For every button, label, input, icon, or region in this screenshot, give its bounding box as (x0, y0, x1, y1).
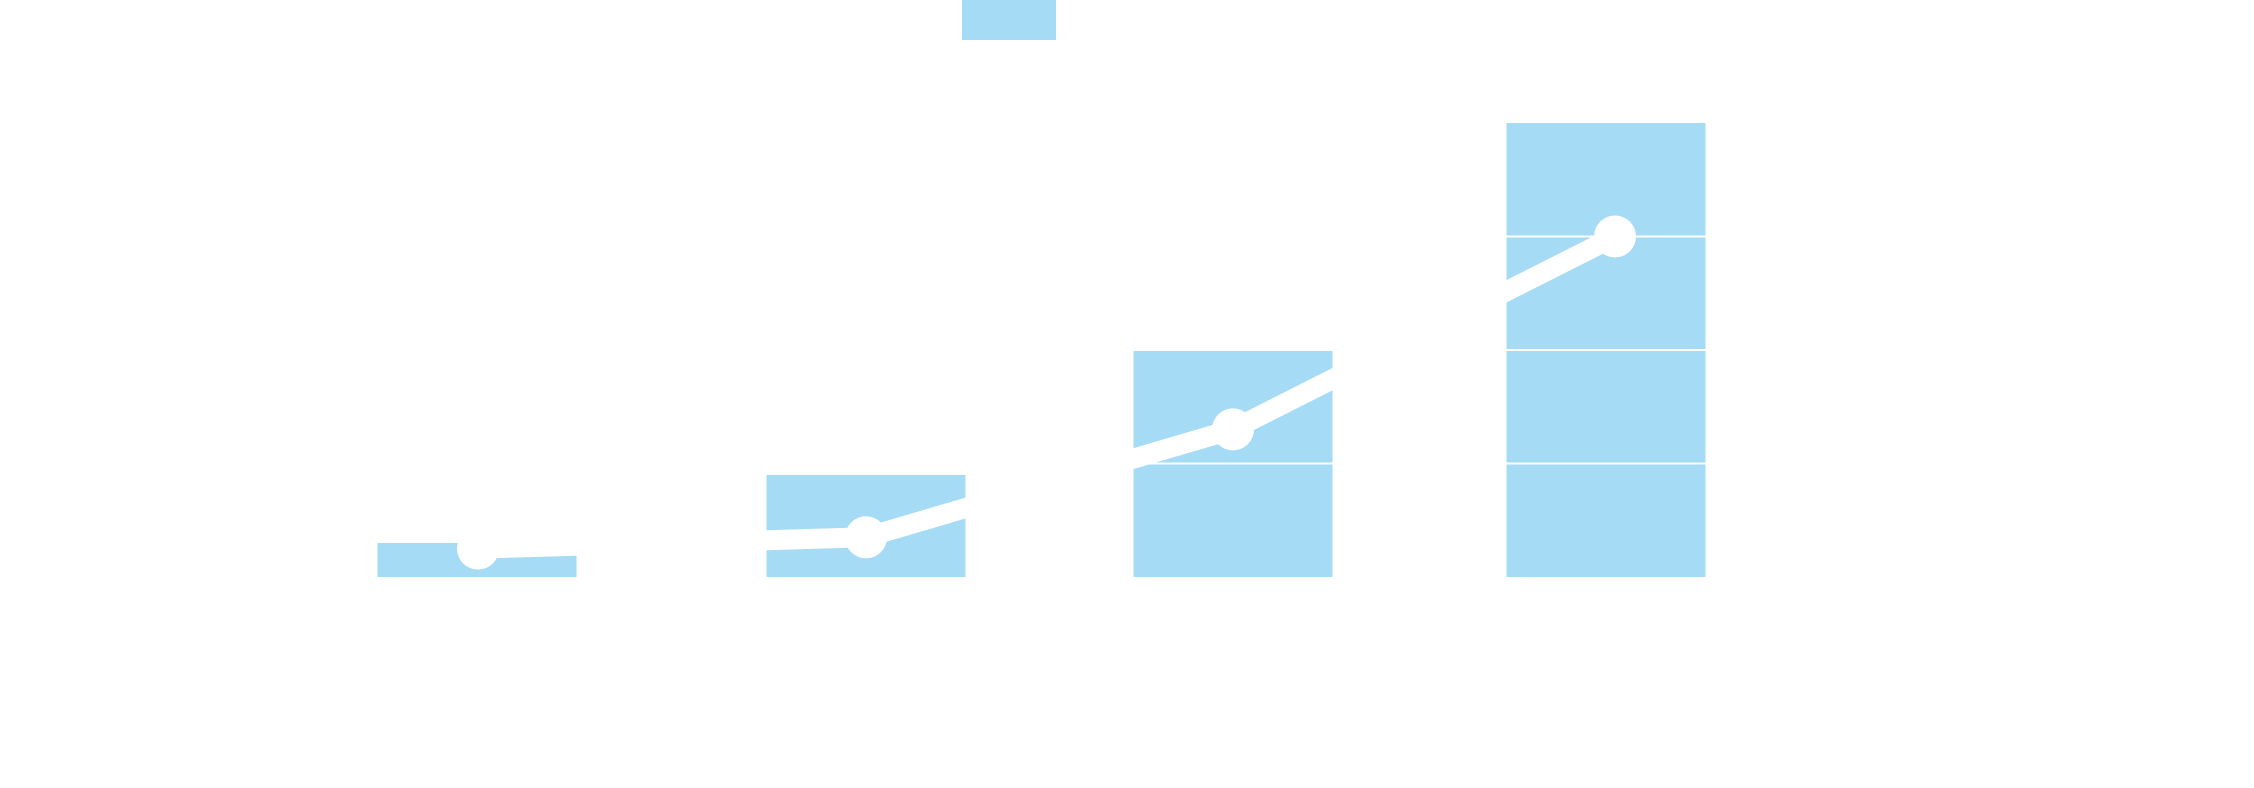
gridlines (0, 235, 2254, 465)
legend-swatch-bar (962, 0, 1056, 40)
line-series (468, 226, 1625, 559)
line-point-4 (1594, 215, 1636, 258)
line-series-layer (457, 215, 1636, 570)
line-point-2 (845, 516, 887, 559)
line-point-3 (1212, 408, 1254, 451)
line-point-1 (457, 527, 499, 570)
